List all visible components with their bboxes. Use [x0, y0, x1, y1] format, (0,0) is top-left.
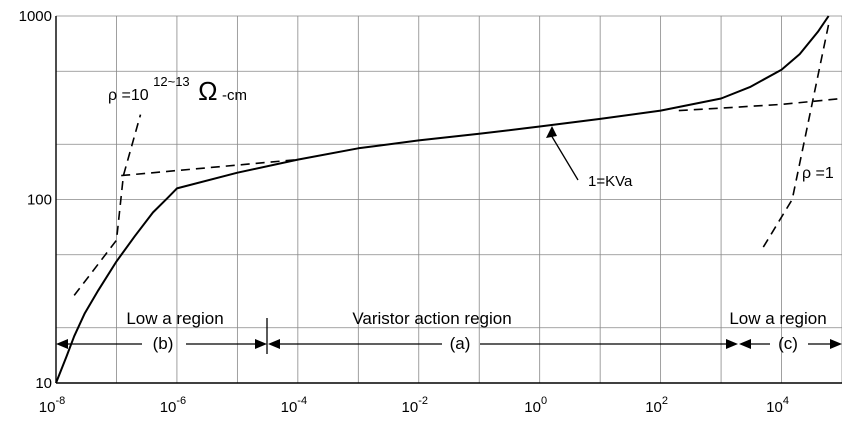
asymptote-line-2 [121, 158, 298, 177]
rho-left-omega: Ω [198, 76, 217, 106]
x-tick-exponent: -4 [297, 395, 307, 407]
rho-left-sub: -cm [222, 87, 247, 104]
x-tick-exponent: 0 [541, 395, 547, 407]
rho-annotation-left: ρ =10 12~13 Ω -cm [108, 73, 247, 106]
x-tick-base: 10 [524, 399, 541, 416]
x-tick-base: 10 [645, 399, 662, 416]
x-tick-label: 10-6 [160, 395, 186, 416]
y-tick-label: 10 [35, 375, 52, 392]
region-tag-b: (b) [153, 334, 174, 353]
x-tick-base: 10 [402, 399, 419, 416]
x-tick-label: 10-4 [281, 395, 307, 416]
y-tick-label: 1000 [19, 8, 52, 25]
region-title-low-a-right: Low a region [729, 309, 826, 328]
arrow-a-right [726, 339, 738, 349]
x-tick-label: 10-2 [402, 395, 428, 416]
region-arrowheads [56, 339, 842, 349]
x-tick-label: 100 [524, 395, 547, 416]
x-tick-exponent: 2 [662, 395, 668, 407]
x-tick-base: 10 [39, 399, 56, 416]
grid [55, 15, 842, 384]
x-tick-exponent: -6 [176, 395, 186, 407]
y-tick-label: 100 [27, 192, 52, 209]
region-title-low-a-left: Low a region [126, 309, 223, 328]
arrow-b-left [56, 339, 68, 349]
region-band: Low a region Varistor action region Low … [56, 309, 842, 354]
kva-leader [550, 134, 579, 181]
region-tag-a: (a) [450, 334, 471, 353]
x-tick-base: 10 [281, 399, 298, 416]
region-dimension-lines [60, 318, 838, 354]
rho-annotation-right: ρ =1 [802, 165, 834, 182]
kva-label: 1=KVa [588, 173, 633, 190]
y-axis-ticks: 10 100 1000 [19, 8, 52, 392]
asymptote-line-3 [678, 97, 842, 112]
arrow-c-left [739, 339, 751, 349]
x-tick-exponent: 4 [783, 395, 789, 407]
x-tick-base: 10 [766, 399, 783, 416]
asymptote-line-4 [762, 24, 830, 248]
arrow-c-right [830, 339, 842, 349]
x-tick-base: 10 [160, 399, 177, 416]
series-layer [55, 15, 842, 384]
region-title-varistor: Varistor action region [352, 309, 511, 328]
vi-curve [55, 15, 830, 384]
x-tick-exponent: -8 [55, 395, 65, 407]
arrow-b-right [255, 339, 267, 349]
x-tick-label: 102 [645, 395, 668, 416]
rho-left-prefix: ρ =10 [108, 87, 149, 104]
arrow-a-left [268, 339, 280, 349]
x-tick-exponent: -2 [418, 395, 428, 407]
asymptote-line-1 [73, 114, 142, 296]
x-tick-label: 104 [766, 395, 789, 416]
kva-arrowhead [546, 126, 557, 138]
region-tag-c: (c) [778, 334, 798, 353]
x-axis-ticks: 10-8 10-6 10-4 10-2 100 102 104 [39, 395, 789, 416]
x-tick-label: 10-8 [39, 395, 65, 416]
rho-left-sup: 12~13 [153, 74, 190, 89]
kva-callout: 1=KVa [546, 126, 633, 190]
